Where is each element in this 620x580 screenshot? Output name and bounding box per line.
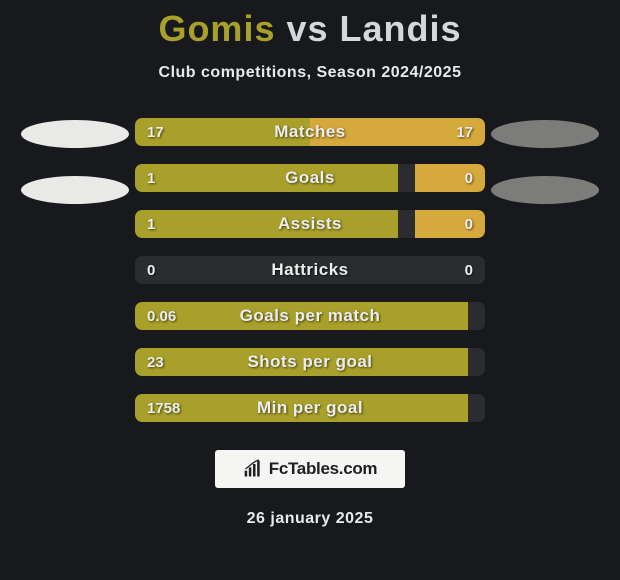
stat-row: 17Matches17	[135, 118, 485, 146]
stat-label: Goals	[135, 164, 485, 192]
chart-icon	[243, 459, 263, 479]
stat-row: 0.06Goals per match	[135, 302, 485, 330]
stat-row: 0Hattricks0	[135, 256, 485, 284]
logo-column-left	[15, 118, 135, 204]
stat-label: Shots per goal	[135, 348, 485, 376]
stat-label: Matches	[135, 118, 485, 146]
title-player2: Landis	[340, 8, 462, 49]
subtitle: Club competitions, Season 2024/2025	[159, 64, 462, 82]
stat-value-right: 0	[465, 164, 473, 192]
stat-row: 1758Min per goal	[135, 394, 485, 422]
title-vs: vs	[286, 8, 328, 49]
date-label: 26 january 2025	[247, 510, 374, 528]
stat-value-right: 17	[456, 118, 473, 146]
watermark-text: FcTables.com	[269, 459, 378, 479]
page-title: Gomis vs Landis	[158, 8, 461, 50]
stat-label: Hattricks	[135, 256, 485, 284]
stat-row: 1Goals0	[135, 164, 485, 192]
stat-label: Min per goal	[135, 394, 485, 422]
stats-area: 17Matches171Goals01Assists00Hattricks00.…	[0, 118, 620, 422]
club-logo-left-1	[21, 120, 129, 148]
watermark: FcTables.com	[215, 450, 405, 488]
infographic-container: Gomis vs Landis Club competitions, Seaso…	[0, 0, 620, 580]
stat-label: Goals per match	[135, 302, 485, 330]
club-logo-right-1	[491, 120, 599, 148]
stat-bars-column: 17Matches171Goals01Assists00Hattricks00.…	[135, 118, 485, 422]
stat-value-right: 0	[465, 210, 473, 238]
stat-value-right: 0	[465, 256, 473, 284]
club-logo-right-2	[491, 176, 599, 204]
logo-column-right	[485, 118, 605, 204]
stat-label: Assists	[135, 210, 485, 238]
club-logo-left-2	[21, 176, 129, 204]
stat-row: 23Shots per goal	[135, 348, 485, 376]
title-player1: Gomis	[158, 8, 275, 49]
stat-row: 1Assists0	[135, 210, 485, 238]
